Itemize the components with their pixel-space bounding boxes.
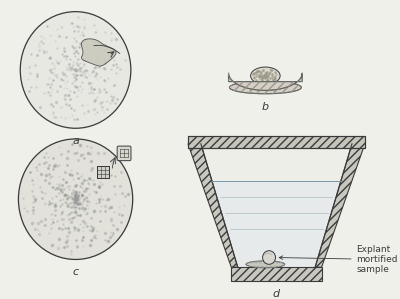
Polygon shape bbox=[188, 144, 238, 267]
Circle shape bbox=[18, 139, 133, 260]
Text: Explant
mortified
sample: Explant mortified sample bbox=[279, 245, 398, 274]
Text: a: a bbox=[72, 136, 79, 146]
Circle shape bbox=[20, 12, 131, 128]
Bar bbox=[188, 136, 365, 148]
Ellipse shape bbox=[230, 81, 301, 94]
Bar bbox=[231, 267, 322, 281]
FancyBboxPatch shape bbox=[117, 146, 131, 161]
Bar bbox=[188, 136, 365, 148]
Polygon shape bbox=[315, 144, 365, 267]
Polygon shape bbox=[212, 181, 341, 267]
Circle shape bbox=[263, 251, 276, 264]
Text: b: b bbox=[262, 102, 269, 112]
Bar bbox=[97, 166, 109, 178]
Ellipse shape bbox=[251, 67, 280, 85]
Polygon shape bbox=[228, 73, 302, 90]
Polygon shape bbox=[82, 39, 116, 66]
Ellipse shape bbox=[246, 261, 285, 268]
Text: d: d bbox=[273, 289, 280, 299]
Polygon shape bbox=[201, 144, 352, 267]
Text: c: c bbox=[72, 267, 79, 277]
